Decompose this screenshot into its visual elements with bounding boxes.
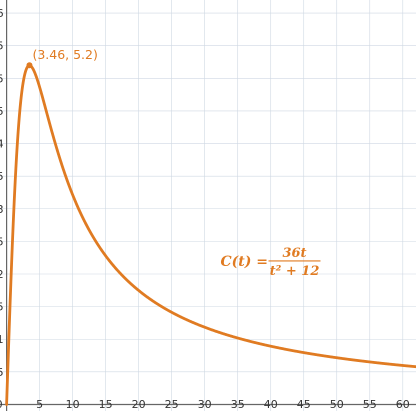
y-tick-label: 3.5 bbox=[0, 170, 4, 183]
x-tick-label: 0 bbox=[0, 398, 3, 411]
concentration-curve bbox=[5, 64, 416, 406]
y-tick-label: 4 bbox=[0, 138, 4, 151]
x-tick-label: 10 bbox=[66, 398, 80, 411]
y-axis-ticks: 0.5 1 1.5 2 2.5 3 3.5 4 4.5 5 5.5 6 bbox=[0, 7, 4, 379]
y-tick-label: 0.5 bbox=[0, 366, 4, 379]
peak-point bbox=[26, 62, 33, 69]
formula-annotation: C(t) = 36t t² + 12 bbox=[221, 246, 321, 279]
y-tick-label: 5.5 bbox=[0, 40, 4, 53]
x-axis-ticks: 0 5 10 15 20 25 30 35 40 45 50 55 60 bbox=[0, 398, 410, 411]
x-tick-label: 35 bbox=[231, 398, 245, 411]
x-tick-label: 15 bbox=[99, 398, 113, 411]
x-tick-label: 45 bbox=[297, 398, 311, 411]
y-tick-label: 3 bbox=[0, 203, 4, 216]
y-tick-label: 6 bbox=[0, 7, 4, 20]
y-tick-label: 2 bbox=[0, 268, 4, 281]
x-tick-label: 55 bbox=[363, 398, 377, 411]
x-tick-label: 50 bbox=[330, 398, 344, 411]
x-tick-label: 30 bbox=[198, 398, 212, 411]
formula-lhs: C(t) = bbox=[221, 254, 268, 270]
y-tick-label: 4.5 bbox=[0, 105, 4, 118]
y-tick-label: 2.5 bbox=[0, 235, 4, 248]
y-tick-label: 1.5 bbox=[0, 301, 4, 314]
x-tick-label: 20 bbox=[132, 398, 146, 411]
x-tick-label: 5 bbox=[36, 398, 43, 411]
formula-denominator: t² + 12 bbox=[270, 264, 320, 279]
formula-numerator: 36t bbox=[282, 246, 306, 261]
y-tick-label: 5 bbox=[0, 72, 4, 85]
x-tick-label: 40 bbox=[264, 398, 278, 411]
x-tick-label: 60 bbox=[396, 398, 410, 411]
x-tick-label: 25 bbox=[165, 398, 179, 411]
peak-label: (3.46, 5.2) bbox=[32, 47, 97, 62]
y-tick-label: 1 bbox=[0, 333, 4, 346]
